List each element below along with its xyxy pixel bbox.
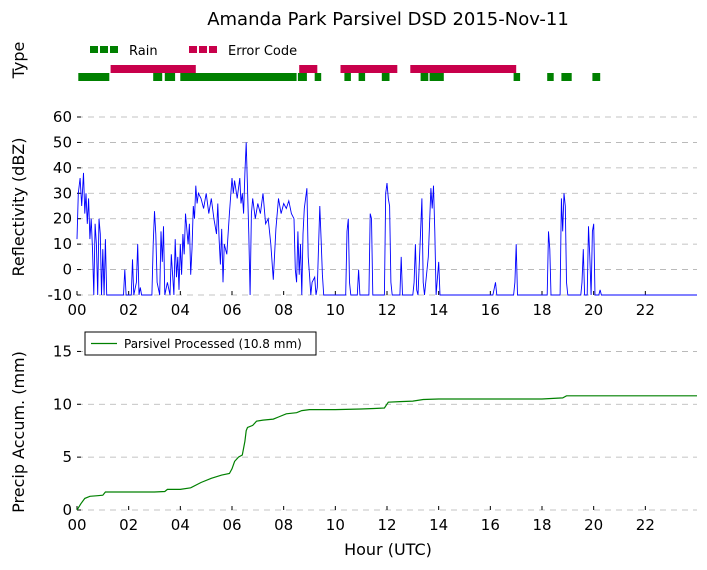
timeline-bar-rain-0: [78, 73, 110, 81]
reflectivity-x-tick-label-6: 12: [377, 301, 396, 319]
reflectivity-x-tick-label-9: 18: [532, 301, 551, 319]
reflectivity-line: [76, 142, 697, 296]
reflectivity-ytick-label-3: 20: [53, 210, 72, 228]
reflectivity-x-tick-label-0: 00: [67, 301, 86, 319]
reflectivity-ytick-label-0: -10: [48, 286, 73, 304]
type-ylabel: Type: [9, 42, 28, 80]
timeline-bar-rain-8: [381, 73, 390, 81]
precip-x-tick-label-11: 22: [636, 516, 655, 534]
precip-xticks: 00 02 04 06 08 10 12 14 16 18 20 22: [67, 506, 655, 534]
legend-rain-square-1: [100, 46, 108, 53]
precip-x-tick-label-6: 12: [377, 516, 396, 534]
legend-error-square-1: [199, 46, 207, 53]
timeline-bar-rain-2: [164, 73, 176, 81]
timeline-bar-error-code-0: [110, 65, 196, 73]
timeline-bar-rain-12: [547, 73, 554, 81]
precip-yticks: 0 5 10 15: [53, 342, 81, 519]
reflectivity-ytick-label-6: 50: [53, 133, 72, 151]
reflectivity-yticks: -10 0 10 20 30 40 50 60: [48, 108, 81, 304]
reflectivity-x-tick-label-7: 14: [429, 301, 448, 319]
precip-x-tick-label-9: 18: [532, 516, 551, 534]
legend-error-square-0: [189, 46, 197, 53]
timeline-bar-rain-13: [561, 73, 572, 81]
precip-x-tick-label-8: 16: [481, 516, 500, 534]
legend-rain-swatch: [90, 46, 118, 53]
legend-rain-label: Rain: [129, 44, 158, 59]
precip-x-tick-label-7: 14: [429, 516, 448, 534]
timeline-bar-rain-14: [592, 73, 601, 81]
precip-x-tick-label-10: 20: [584, 516, 603, 534]
reflectivity-x-tick-label-11: 22: [636, 301, 655, 319]
legend-error-square-2: [209, 46, 217, 53]
precip-grid: [77, 351, 697, 511]
precip-x-tick-label-0: 00: [67, 516, 86, 534]
timeline-bar-rain-5: [314, 73, 322, 81]
reflectivity-x-tick-label-2: 04: [171, 301, 190, 319]
reflectivity-grid: [77, 116, 697, 296]
precip-x-tick-label-5: 10: [326, 516, 345, 534]
timeline-bar-rain-3: [180, 73, 297, 81]
reflectivity-x-tick-label-1: 02: [119, 301, 138, 319]
reflectivity-ytick-label-5: 40: [53, 159, 72, 177]
reflectivity-ytick-label-4: 30: [53, 184, 72, 202]
precip-x-tick-label-2: 04: [171, 516, 190, 534]
reflectivity-x-tick-label-10: 20: [584, 301, 603, 319]
timeline-bar-rain-7: [358, 73, 366, 81]
precip-legend-box: [84, 331, 317, 356]
precip-x-tick-label-4: 08: [274, 516, 293, 534]
timeline-bar-error-code-3: [410, 65, 517, 73]
precip-legend: Parsivel Processed (10.8 mm): [84, 331, 317, 356]
reflectivity-xticks: 00 02 04 06 08 10 12 14 16 18 20 22: [67, 291, 655, 319]
timeline-bar-rain-9: [420, 73, 429, 81]
legend-rain-square-0: [90, 46, 98, 53]
reflectivity-x-tick-label-8: 16: [481, 301, 500, 319]
precip-x-tick-label-1: 02: [119, 516, 138, 534]
legend-error-swatch: [189, 46, 217, 53]
precip-ylabel: Precip Accum. (mm): [9, 351, 28, 513]
reflectivity-x-tick-label-3: 06: [222, 301, 241, 319]
precip-ytick-label-0: 0: [62, 501, 72, 519]
precip-ytick-label-3: 15: [53, 342, 72, 360]
timeline-bar-rain-6: [344, 73, 351, 81]
timeline-bar-error-code-2: [340, 65, 398, 73]
x-axis-label: Hour (UTC): [344, 540, 432, 559]
precip-line: [76, 395, 697, 511]
timeline-bars: [78, 65, 601, 81]
timeline-bar-rain-1: [153, 73, 163, 81]
precip-legend-label: Parsivel Processed (10.8 mm): [124, 337, 302, 351]
timeline-bar-rain-4: [297, 73, 307, 81]
precip-x-tick-label-3: 06: [222, 516, 241, 534]
timeline-bar-rain-10: [429, 73, 444, 81]
reflectivity-ytick-label-1: 0: [62, 261, 72, 279]
precip-panel: 0 5 10 15 00 02 04 06 08 10 12 14 16 18 20 22 Parsivel…: [9, 331, 697, 559]
type-legend: Rain Error Code: [90, 44, 297, 59]
type-panel: Type Rain Error Code: [9, 42, 601, 81]
reflectivity-ylabel: Reflectivity (dBZ): [9, 138, 28, 277]
precip-ytick-label-2: 10: [53, 395, 72, 413]
legend-rain-square-2: [110, 46, 118, 53]
reflectivity-ytick-label-7: 60: [53, 108, 72, 126]
reflectivity-x-tick-label-4: 08: [274, 301, 293, 319]
timeline-bar-rain-11: [513, 73, 521, 81]
legend-error-label: Error Code: [228, 44, 297, 59]
reflectivity-x-tick-label-5: 10: [326, 301, 345, 319]
reflectivity-ytick-label-2: 10: [53, 235, 72, 253]
precip-ytick-label-1: 5: [62, 448, 72, 466]
timeline-bar-error-code-1: [299, 65, 318, 73]
reflectivity-panel: -10 0 10 20 30 40 50 60 00 02 04 06 08 10 12 14 16 18 20 2…: [9, 108, 697, 319]
chart-title: Amanda Park Parsivel DSD 2015-Nov-11: [207, 9, 569, 30]
